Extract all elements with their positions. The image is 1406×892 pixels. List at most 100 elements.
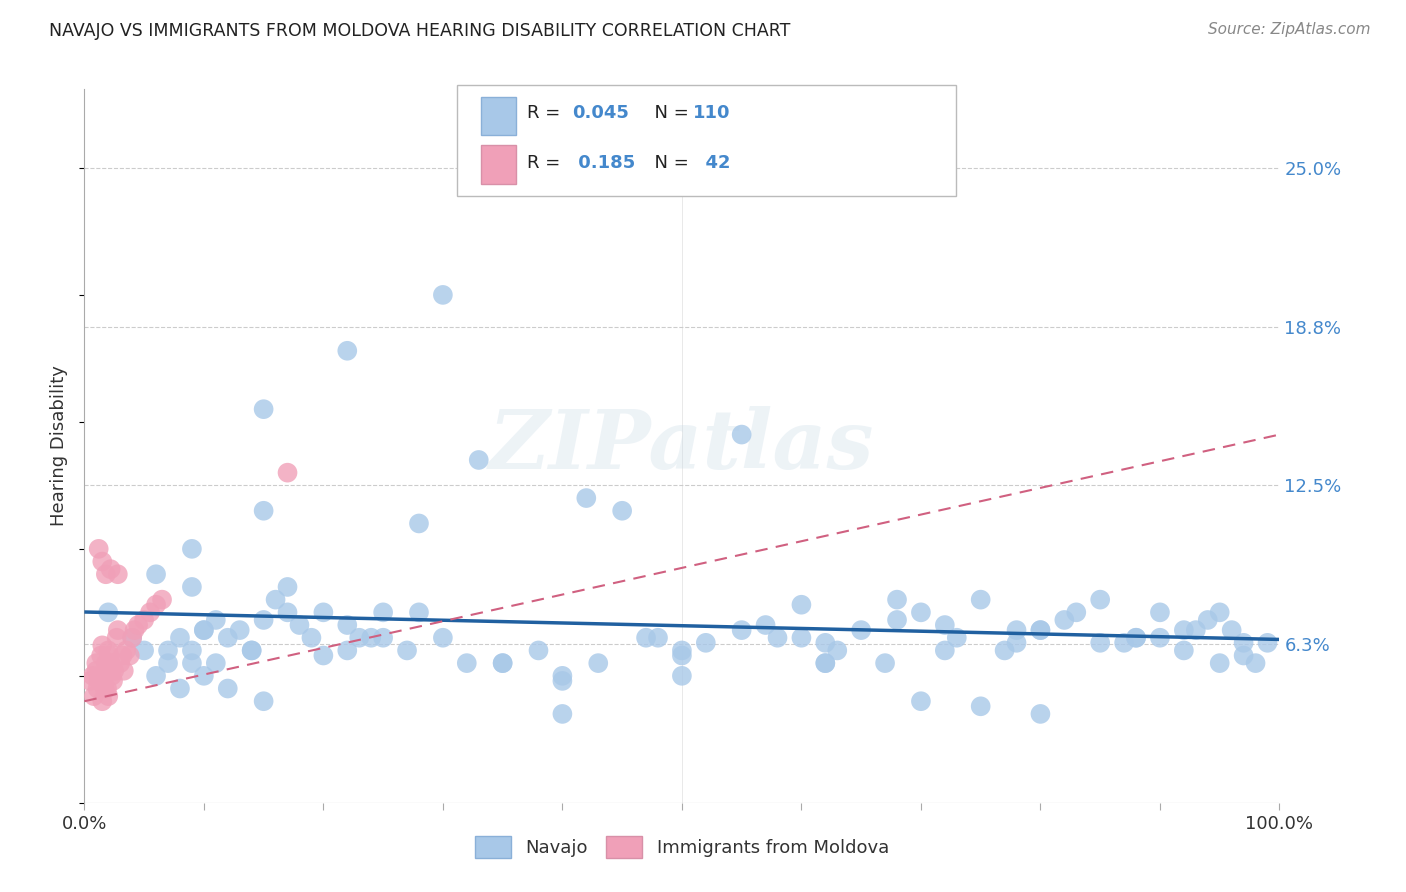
- Point: [94, 656, 117, 670]
- Point: [1173, 623, 1195, 637]
- Point: [127, 618, 149, 632]
- Point: [588, 656, 610, 670]
- Point: [373, 605, 395, 619]
- Point: [157, 656, 180, 670]
- Point: [934, 618, 956, 632]
- Point: [89, 669, 111, 683]
- Point: [111, 648, 134, 663]
- Text: 110: 110: [693, 103, 731, 122]
- Point: [671, 643, 693, 657]
- Point: [253, 694, 276, 708]
- Point: [647, 631, 669, 645]
- Point: [1090, 636, 1112, 650]
- Point: [121, 631, 143, 645]
- Point: [132, 613, 156, 627]
- Point: [886, 592, 908, 607]
- Point: [612, 504, 634, 518]
- Point: [408, 516, 430, 531]
- Point: [814, 636, 837, 650]
- Point: [145, 567, 167, 582]
- Point: [277, 580, 299, 594]
- Text: Source: ZipAtlas.com: Source: ZipAtlas.com: [1208, 22, 1371, 37]
- Point: [814, 656, 837, 670]
- Point: [468, 453, 491, 467]
- Point: [1029, 623, 1052, 637]
- Point: [253, 504, 276, 518]
- Point: [671, 669, 693, 683]
- Point: [205, 613, 228, 627]
- Point: [1066, 605, 1088, 619]
- Point: [87, 673, 110, 688]
- Text: N =: N =: [643, 154, 695, 172]
- Point: [96, 681, 118, 696]
- Point: [408, 605, 430, 619]
- Point: [1149, 605, 1171, 619]
- Point: [1233, 648, 1256, 663]
- Point: [1114, 636, 1136, 650]
- Text: 0.185: 0.185: [572, 154, 636, 172]
- Point: [336, 643, 359, 657]
- Point: [193, 623, 215, 637]
- Point: [312, 605, 335, 619]
- Point: [432, 288, 454, 302]
- Point: [851, 623, 873, 637]
- Point: [132, 643, 156, 657]
- Point: [181, 580, 204, 594]
- Point: [217, 631, 239, 645]
- Point: [970, 592, 993, 607]
- Point: [139, 605, 162, 619]
- Point: [731, 427, 754, 442]
- Point: [575, 491, 598, 505]
- Text: NAVAJO VS IMMIGRANTS FROM MOLDOVA HEARING DISABILITY CORRELATION CHART: NAVAJO VS IMMIGRANTS FROM MOLDOVA HEARIN…: [49, 22, 790, 40]
- Point: [994, 643, 1017, 657]
- Point: [264, 592, 287, 607]
- Point: [145, 669, 167, 683]
- Text: 42: 42: [693, 154, 731, 172]
- Point: [83, 689, 105, 703]
- Point: [875, 656, 897, 670]
- Point: [1053, 613, 1076, 627]
- Point: [86, 656, 108, 670]
- Point: [1090, 592, 1112, 607]
- Point: [93, 681, 115, 696]
- Point: [181, 541, 204, 556]
- Point: [814, 656, 837, 670]
- Legend: Navajo, Immigrants from Moldova: Navajo, Immigrants from Moldova: [468, 829, 896, 865]
- Point: [396, 643, 419, 657]
- Point: [121, 631, 143, 645]
- Point: [1209, 605, 1232, 619]
- Point: [100, 656, 122, 670]
- Text: R =: R =: [527, 154, 567, 172]
- Point: [492, 656, 515, 670]
- Point: [181, 656, 204, 670]
- Y-axis label: Hearing Disability: Hearing Disability: [51, 366, 69, 526]
- Point: [1173, 643, 1195, 657]
- Point: [910, 694, 932, 708]
- Point: [1125, 631, 1147, 645]
- Point: [169, 681, 191, 696]
- Point: [551, 706, 574, 721]
- Point: [277, 605, 299, 619]
- Point: [1244, 656, 1267, 670]
- Point: [934, 643, 956, 657]
- Point: [240, 643, 263, 657]
- Point: [150, 592, 173, 607]
- Point: [1029, 623, 1052, 637]
- Text: ZIPatlas: ZIPatlas: [489, 406, 875, 486]
- Point: [336, 343, 359, 358]
- Point: [360, 631, 382, 645]
- Point: [636, 631, 658, 645]
- Point: [349, 631, 371, 645]
- Point: [970, 699, 993, 714]
- Point: [432, 631, 454, 645]
- Point: [253, 613, 276, 627]
- Point: [671, 648, 693, 663]
- Text: N =: N =: [643, 103, 695, 122]
- Point: [551, 673, 574, 688]
- Point: [103, 664, 125, 678]
- Point: [336, 618, 359, 632]
- Point: [91, 638, 114, 652]
- Point: [240, 643, 263, 657]
- Point: [79, 673, 101, 688]
- Point: [1197, 613, 1219, 627]
